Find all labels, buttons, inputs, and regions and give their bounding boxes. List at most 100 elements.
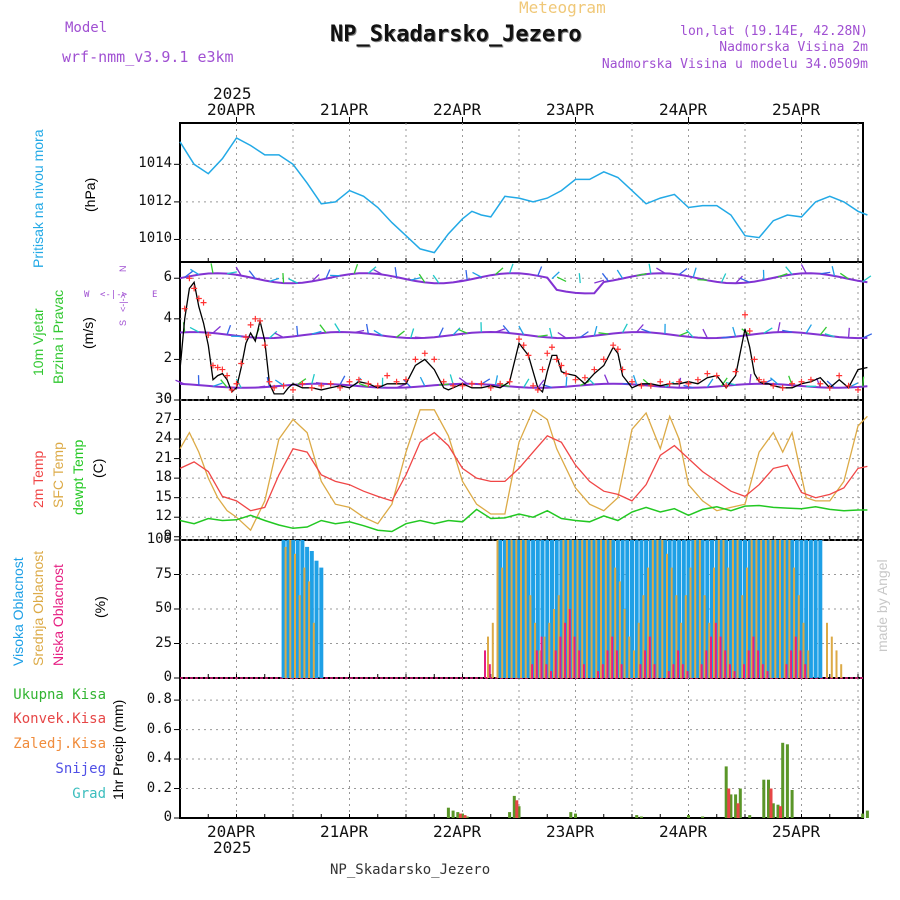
wind-arrow	[598, 332, 609, 335]
cloud-bar-1	[604, 540, 607, 678]
cloud-bar-2	[705, 650, 708, 678]
gust-marker	[506, 378, 513, 385]
y-tick-label-temp: 24	[155, 430, 172, 447]
cloud-bar-0	[757, 540, 762, 678]
wind-arrow	[373, 269, 383, 276]
cloud-bar-1	[656, 540, 659, 678]
wind-arrow	[782, 329, 793, 333]
wind-speed-line	[179, 280, 868, 395]
cloud-bar-1	[600, 540, 602, 678]
wind-arrow	[551, 271, 560, 280]
gust-marker	[266, 378, 273, 385]
precip-bar-0	[465, 816, 469, 818]
wind-arrow	[353, 263, 359, 274]
cloud-bar-1	[826, 622, 828, 678]
gust-marker	[238, 360, 245, 367]
wind-arrow	[648, 263, 652, 274]
wind-arrow	[549, 327, 553, 338]
cloud-bar-1	[750, 540, 753, 678]
wind-arrow	[311, 373, 315, 384]
cloud-bar-0	[780, 540, 785, 678]
wind-arrow	[763, 327, 773, 334]
wind-arrow	[692, 267, 697, 278]
cloud-bar-0	[695, 540, 700, 678]
precip-bar-0	[734, 794, 738, 818]
y-tick-label-precip: 0.4	[146, 750, 172, 767]
wind-arrow	[656, 267, 666, 274]
precip-bar-0	[776, 804, 780, 818]
gust-marker	[393, 378, 400, 385]
cloud-bar-2	[785, 664, 788, 678]
cloud-bar-0	[794, 540, 799, 678]
wind-arrow	[410, 328, 415, 339]
cloud-bar-0	[502, 540, 507, 678]
compass-east: E	[152, 290, 158, 300]
wind-arrow	[678, 267, 688, 276]
gust-marker	[572, 376, 579, 383]
wind-arrow	[636, 324, 644, 333]
precip-bar-0	[767, 779, 770, 818]
wind-arrow	[632, 374, 638, 385]
gust-marker	[548, 344, 555, 351]
wind-arrow	[403, 379, 412, 388]
wind-arrow	[565, 376, 568, 387]
cloud-bar-0	[512, 540, 517, 678]
wind-arrow	[334, 323, 341, 333]
cloud-bar-1	[633, 650, 635, 678]
cloud-bar-1	[835, 650, 838, 678]
cloud-bar-2	[724, 650, 727, 678]
y-tick-label-pressure: 1010	[138, 230, 172, 247]
cloud-bar-2	[790, 650, 793, 678]
cloud-bar-1	[722, 540, 725, 678]
wind-arrow	[622, 323, 628, 333]
cloud-bar-2	[488, 664, 491, 678]
gust-marker	[600, 356, 607, 363]
cloud-bar-1	[496, 540, 499, 678]
wind-arrow	[777, 272, 788, 278]
gust-marker	[779, 384, 786, 391]
cloud-bar-1	[684, 595, 687, 678]
cloud-bar-1	[571, 540, 574, 678]
wind-arrow	[396, 383, 407, 389]
wind-arrow	[457, 328, 468, 334]
cloud-bar-1	[538, 650, 541, 678]
gust-marker	[257, 317, 264, 324]
gust-marker	[629, 378, 635, 385]
wind-arrow	[418, 273, 426, 283]
cloud-bar-2	[568, 609, 571, 678]
gust-marker	[756, 376, 763, 383]
wind-arrow	[862, 333, 873, 339]
cloud-bar-1	[661, 540, 664, 678]
wind-arrow	[396, 330, 405, 338]
wind-arrow	[642, 378, 652, 387]
wind-arrow	[184, 270, 194, 278]
wind-arrow	[297, 378, 307, 385]
wind-arrow	[269, 277, 280, 282]
gust-marker	[751, 356, 758, 363]
wind-arrow	[862, 376, 865, 387]
panel-frame-temp	[179, 399, 864, 541]
wind-arrow	[212, 325, 221, 334]
precip-bar-0	[738, 788, 742, 818]
cloud-bar-1	[642, 595, 645, 678]
bottom-day-label: 24APR	[659, 822, 708, 841]
gust-marker	[836, 372, 843, 379]
wind-arrow	[604, 374, 610, 385]
gust-marker	[855, 386, 861, 393]
cloud-bar-1	[647, 567, 650, 678]
cloud-bar-0	[582, 540, 587, 678]
gust-marker	[233, 380, 240, 387]
wind-arrow	[311, 274, 320, 282]
wind-arrow	[805, 324, 812, 334]
cloud-bar-1	[731, 540, 734, 678]
dewpt-temp-line	[179, 504, 868, 533]
cloud-bar-1	[614, 567, 617, 678]
top-day-label: 21APR	[320, 100, 369, 119]
cloud-bar-2	[535, 650, 538, 678]
gust-marker	[186, 275, 193, 282]
wind-arrow	[394, 267, 398, 278]
gust-marker	[525, 352, 532, 359]
wind-arrow	[594, 279, 605, 284]
wind-arrow	[820, 271, 831, 275]
